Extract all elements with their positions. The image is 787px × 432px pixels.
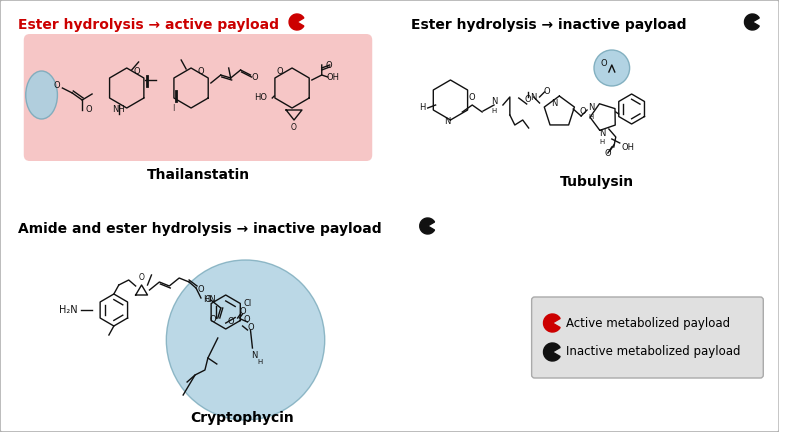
Text: O: O: [239, 308, 246, 317]
Text: O: O: [604, 149, 611, 158]
FancyBboxPatch shape: [532, 297, 763, 378]
Text: O: O: [247, 324, 253, 333]
Wedge shape: [544, 314, 560, 332]
Text: O: O: [85, 105, 92, 114]
Text: H₂N: H₂N: [59, 305, 78, 315]
Text: N: N: [251, 350, 257, 359]
Text: O: O: [198, 67, 205, 76]
Wedge shape: [289, 14, 304, 30]
Wedge shape: [419, 218, 434, 234]
Ellipse shape: [26, 71, 57, 119]
Text: O: O: [277, 67, 283, 76]
Text: Amide and ester hydrolysis → inactive payload: Amide and ester hydrolysis → inactive pa…: [18, 222, 382, 236]
Text: Cl: Cl: [243, 299, 252, 308]
Text: O: O: [580, 107, 586, 115]
Text: O: O: [524, 95, 531, 104]
Text: H: H: [419, 104, 426, 112]
Text: Ester hydrolysis → inactive payload: Ester hydrolysis → inactive payload: [411, 18, 686, 32]
Wedge shape: [745, 14, 759, 30]
FancyBboxPatch shape: [24, 34, 372, 161]
Text: O: O: [600, 58, 608, 67]
Text: N: N: [445, 118, 451, 127]
Text: Tubulysin: Tubulysin: [560, 175, 634, 189]
Text: N: N: [588, 102, 594, 111]
Text: Ester hydrolysis → active payload: Ester hydrolysis → active payload: [18, 18, 279, 32]
Text: N: N: [530, 92, 536, 102]
Text: OH: OH: [622, 143, 635, 152]
Text: O: O: [139, 273, 145, 282]
Text: |: |: [172, 104, 175, 111]
Text: HO: HO: [254, 93, 268, 102]
Text: O: O: [209, 315, 216, 324]
Text: Cryptophycin: Cryptophycin: [190, 411, 294, 425]
Text: H: H: [588, 114, 593, 120]
Text: N: N: [491, 96, 497, 105]
Text: Thailanstatin: Thailanstatin: [146, 168, 249, 182]
Circle shape: [166, 260, 325, 420]
Text: O: O: [243, 315, 250, 324]
Text: O: O: [251, 73, 257, 82]
Text: O: O: [53, 82, 60, 90]
Text: Active metabolized payload: Active metabolized payload: [567, 317, 730, 330]
Text: N: N: [599, 128, 605, 137]
Text: O: O: [227, 318, 234, 327]
Wedge shape: [544, 343, 560, 361]
Text: Inactive metabolized payload: Inactive metabolized payload: [567, 346, 741, 359]
Text: H: H: [491, 108, 497, 114]
Text: HN: HN: [203, 295, 216, 305]
Text: H: H: [258, 359, 263, 365]
Text: O: O: [198, 285, 205, 293]
Text: O: O: [326, 60, 332, 70]
Text: N: N: [551, 99, 557, 108]
Ellipse shape: [594, 50, 630, 86]
Text: NH: NH: [113, 105, 125, 114]
Text: OH: OH: [327, 73, 340, 83]
Text: O: O: [291, 123, 297, 132]
Text: O: O: [133, 67, 140, 76]
Text: O: O: [543, 88, 550, 96]
Text: H: H: [599, 139, 604, 145]
Text: O: O: [205, 295, 211, 305]
Text: O: O: [469, 93, 475, 102]
